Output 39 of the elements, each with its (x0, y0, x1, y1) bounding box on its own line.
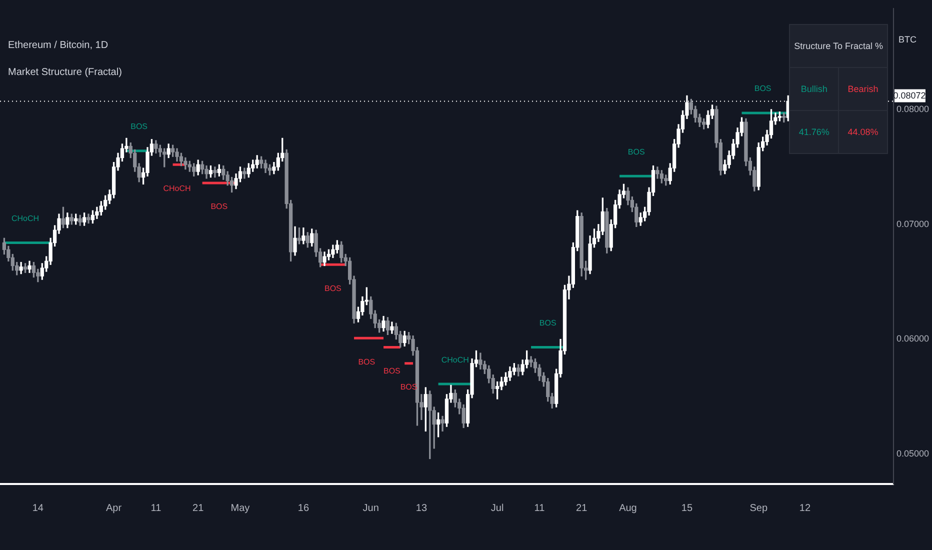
x-tick-label: 11 (534, 502, 546, 514)
text: Market Structure (Fractal) (8, 66, 122, 78)
x-tick-label: 15 (681, 502, 693, 514)
annotation: 44.08% (838, 110, 888, 154)
y-tick-label: 0.07000 (896, 218, 930, 229)
x-tick-label: 11 (150, 502, 162, 514)
annotation: BOS (539, 318, 556, 328)
x-tick-label: 13 (416, 502, 428, 514)
x-tick-label: Aug (619, 502, 637, 514)
x-tick-label: May (230, 502, 250, 514)
x-tick-label: 16 (298, 502, 310, 514)
text: Ethereum / Bitcoin, 1D (8, 40, 108, 51)
annotation: BOS (358, 357, 376, 366)
x-tick-label: Jul (490, 502, 504, 514)
annotation: BOS (628, 147, 645, 156)
annotation: BOS (754, 84, 772, 94)
y-axis-title: BTC (898, 34, 917, 44)
annotation: BOS (383, 366, 400, 376)
y-tick-label: 0.08000 (896, 104, 930, 114)
annotation: CHoCH (12, 214, 40, 223)
annotation: 41.76% (790, 110, 839, 154)
x-tick-label: 12 (799, 502, 811, 514)
x-tick-label: 21 (576, 502, 588, 514)
annotation: Bearish (838, 68, 888, 110)
x-tick-label: Jun (362, 502, 379, 514)
annotation: CHoCH (441, 355, 470, 364)
annotation: BOS (130, 122, 148, 132)
y-tick-label: 0.06000 (896, 334, 930, 344)
y-tick-label: 0.05000 (896, 448, 930, 459)
annotation: BOS (210, 202, 228, 212)
annotation: BOS (400, 382, 418, 392)
annotation: CHoCH (163, 184, 192, 193)
annotation: Bullish (790, 68, 839, 110)
x-tick-label: Sep (750, 502, 768, 514)
annotation: BOS (324, 284, 342, 293)
x-tick-label: 14 (32, 502, 44, 514)
x-tick-label: 21 (192, 502, 204, 514)
annotation: Structure To Fractal % (790, 24, 888, 68)
x-tick-label: Apr (106, 502, 122, 514)
